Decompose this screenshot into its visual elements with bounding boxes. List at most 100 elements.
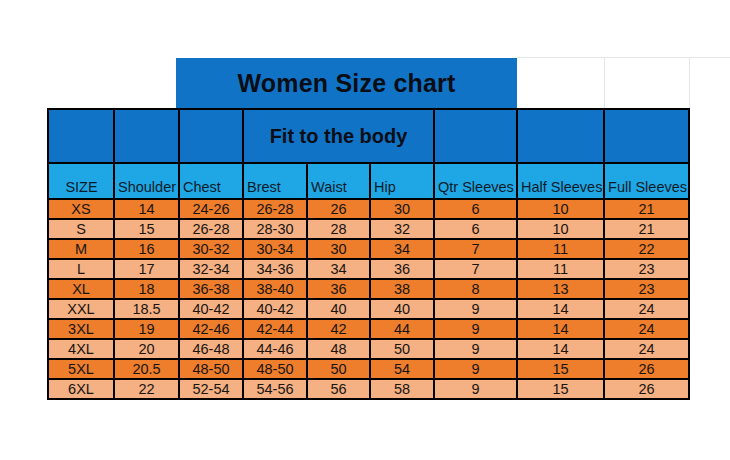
fit-to-body-row: Fit to the body bbox=[48, 109, 689, 163]
table-row-6xl: 6XL2252-5454-56565891526 bbox=[48, 379, 689, 399]
value-cell: 40 bbox=[370, 299, 434, 319]
value-cell: 38 bbox=[370, 279, 434, 299]
header-row: SIZEShoulderChestBrestWaistHipQtr Sleeve… bbox=[48, 163, 689, 199]
table-row-3xl: 3XL1942-4642-44424491424 bbox=[48, 319, 689, 339]
value-cell: 14 bbox=[517, 299, 604, 319]
value-cell: 26 bbox=[604, 359, 689, 379]
value-cell: 22 bbox=[604, 239, 689, 259]
value-cell: 19 bbox=[114, 319, 179, 339]
table-row-m: M1630-3230-34303471122 bbox=[48, 239, 689, 259]
value-cell: 36 bbox=[370, 259, 434, 279]
value-cell: 26 bbox=[307, 199, 370, 219]
value-cell: 8 bbox=[434, 279, 517, 299]
value-cell: 50 bbox=[370, 339, 434, 359]
value-cell: 50 bbox=[307, 359, 370, 379]
value-cell: 22 bbox=[114, 379, 179, 399]
table-row-xs: XS1424-2626-28263061021 bbox=[48, 199, 689, 219]
size-cell: L bbox=[48, 259, 114, 279]
value-cell: 18 bbox=[114, 279, 179, 299]
value-cell: 9 bbox=[434, 319, 517, 339]
value-cell: 24 bbox=[604, 299, 689, 319]
value-cell: 20.5 bbox=[114, 359, 179, 379]
column-header-hip: Hip bbox=[370, 163, 434, 199]
value-cell: 6 bbox=[434, 199, 517, 219]
value-cell: 14 bbox=[517, 319, 604, 339]
value-cell: 26 bbox=[604, 379, 689, 399]
blank-cell bbox=[434, 109, 517, 163]
value-cell: 40-42 bbox=[179, 299, 243, 319]
table-body: XS1424-2626-28263061021S1526-2828-302832… bbox=[48, 199, 689, 399]
value-cell: 34 bbox=[307, 259, 370, 279]
blank-cell bbox=[604, 109, 689, 163]
value-cell: 44-46 bbox=[243, 339, 307, 359]
value-cell: 23 bbox=[604, 279, 689, 299]
chart-title: Women Size chart bbox=[176, 58, 517, 108]
value-cell: 42-44 bbox=[243, 319, 307, 339]
value-cell: 7 bbox=[434, 259, 517, 279]
size-cell: 4XL bbox=[48, 339, 114, 359]
value-cell: 30-34 bbox=[243, 239, 307, 259]
fit-to-body-label: Fit to the body bbox=[243, 109, 434, 163]
size-cell: 6XL bbox=[48, 379, 114, 399]
column-header-full-sleeves: Full Sleeves bbox=[604, 163, 689, 199]
value-cell: 24 bbox=[604, 339, 689, 359]
value-cell: 26-28 bbox=[243, 199, 307, 219]
size-chart-canvas: Women Size chart Fit to the body SIZESho… bbox=[0, 0, 730, 460]
value-cell: 11 bbox=[517, 259, 604, 279]
value-cell: 21 bbox=[604, 199, 689, 219]
value-cell: 18.5 bbox=[114, 299, 179, 319]
table-row-xl: XL1836-3838-40363881323 bbox=[48, 279, 689, 299]
value-cell: 15 bbox=[114, 219, 179, 239]
table-row-4xl: 4XL2046-4844-46485091424 bbox=[48, 339, 689, 359]
blank-cell bbox=[179, 109, 243, 163]
table-row-s: S1526-2828-30283261021 bbox=[48, 219, 689, 239]
value-cell: 54-56 bbox=[243, 379, 307, 399]
value-cell: 40-42 bbox=[243, 299, 307, 319]
value-cell: 48-50 bbox=[243, 359, 307, 379]
value-cell: 6 bbox=[434, 219, 517, 239]
value-cell: 52-54 bbox=[179, 379, 243, 399]
column-header-waist: Waist bbox=[307, 163, 370, 199]
spreadsheet-gridline bbox=[604, 57, 605, 108]
value-cell: 20 bbox=[114, 339, 179, 359]
value-cell: 36-38 bbox=[179, 279, 243, 299]
value-cell: 42-46 bbox=[179, 319, 243, 339]
size-cell: 3XL bbox=[48, 319, 114, 339]
value-cell: 32 bbox=[370, 219, 434, 239]
size-cell: S bbox=[48, 219, 114, 239]
value-cell: 26-28 bbox=[179, 219, 243, 239]
value-cell: 48 bbox=[307, 339, 370, 359]
value-cell: 40 bbox=[307, 299, 370, 319]
value-cell: 46-48 bbox=[179, 339, 243, 359]
value-cell: 36 bbox=[307, 279, 370, 299]
value-cell: 10 bbox=[517, 219, 604, 239]
value-cell: 15 bbox=[517, 379, 604, 399]
size-table: Fit to the body SIZEShoulderChestBrestWa… bbox=[47, 108, 690, 400]
value-cell: 14 bbox=[517, 339, 604, 359]
value-cell: 24 bbox=[604, 319, 689, 339]
value-cell: 30 bbox=[370, 199, 434, 219]
table-row-xxl: XXL18.540-4240-42404091424 bbox=[48, 299, 689, 319]
size-cell: XS bbox=[48, 199, 114, 219]
value-cell: 16 bbox=[114, 239, 179, 259]
value-cell: 58 bbox=[370, 379, 434, 399]
blank-cell bbox=[48, 109, 114, 163]
spreadsheet-gridline bbox=[517, 57, 730, 58]
value-cell: 24-26 bbox=[179, 199, 243, 219]
value-cell: 28-30 bbox=[243, 219, 307, 239]
blank-cell bbox=[114, 109, 179, 163]
column-header-brest: Brest bbox=[243, 163, 307, 199]
table-row-l: L1732-3434-36343671123 bbox=[48, 259, 689, 279]
value-cell: 34 bbox=[370, 239, 434, 259]
value-cell: 17 bbox=[114, 259, 179, 279]
value-cell: 9 bbox=[434, 379, 517, 399]
value-cell: 9 bbox=[434, 299, 517, 319]
table-row-5xl: 5XL20.548-5048-50505491526 bbox=[48, 359, 689, 379]
size-cell: XL bbox=[48, 279, 114, 299]
value-cell: 30-32 bbox=[179, 239, 243, 259]
value-cell: 44 bbox=[370, 319, 434, 339]
column-header-half-sleeves: Half Sleeves bbox=[517, 163, 604, 199]
value-cell: 10 bbox=[517, 199, 604, 219]
value-cell: 9 bbox=[434, 339, 517, 359]
value-cell: 42 bbox=[307, 319, 370, 339]
